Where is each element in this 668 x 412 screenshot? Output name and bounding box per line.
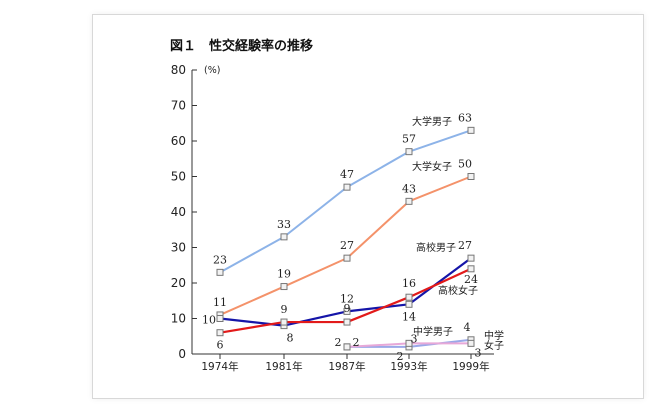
x-tick-label: 1993年 <box>390 360 427 373</box>
data-value-label: 33 <box>277 218 291 231</box>
data-point-marker <box>216 315 224 322</box>
data-value-label: 47 <box>340 168 354 181</box>
y-tick-label: 70 <box>171 99 186 113</box>
data-value-label: 23 <box>213 253 227 266</box>
data-point-marker <box>343 254 351 262</box>
y-tick-label: 0 <box>178 347 186 361</box>
data-value-label: 2 <box>353 336 360 349</box>
data-point-marker <box>405 339 413 347</box>
x-tick-label: 1981年 <box>265 360 302 373</box>
data-value-label: 2 <box>335 336 342 349</box>
y-tick-label: 10 <box>171 312 186 326</box>
data-value-label: 43 <box>402 182 416 195</box>
data-value-label: 12 <box>340 292 354 305</box>
data-value-label: 27 <box>458 239 472 252</box>
data-value-label: 10 <box>202 314 216 327</box>
chart-card <box>92 14 644 399</box>
data-value-label: 11 <box>213 296 227 309</box>
y-tick-label: 30 <box>171 241 186 255</box>
data-point-marker <box>216 268 224 276</box>
data-point-marker <box>280 318 288 326</box>
x-tick-label: 1974年 <box>201 360 238 373</box>
data-value-label: 57 <box>402 133 416 146</box>
data-point-marker <box>343 307 351 315</box>
data-value-label: 16 <box>402 277 416 290</box>
data-value-label: 6 <box>217 339 224 352</box>
data-point-marker <box>280 283 288 291</box>
y-tick-label: 80 <box>171 63 186 77</box>
y-tick-label: 60 <box>171 134 186 148</box>
data-value-label: 2 <box>397 350 404 363</box>
data-value-label: 27 <box>340 239 354 252</box>
y-tick-label: 40 <box>171 205 186 219</box>
data-point-marker <box>343 318 351 326</box>
series-markers <box>216 126 475 351</box>
data-point-marker <box>405 197 413 205</box>
data-point-marker <box>467 254 475 262</box>
data-value-label: 14 <box>402 310 416 323</box>
series-name-label: 中学男子 <box>413 325 453 338</box>
series-name-label: 女子 <box>484 339 504 352</box>
x-tick-label: 1999年 <box>452 360 489 373</box>
chart-title: 図１ 性交経験率の推移 <box>170 38 313 54</box>
data-value-label: 50 <box>458 158 472 171</box>
data-value-label: 19 <box>277 268 291 281</box>
data-point-marker <box>343 343 351 351</box>
data-value-label: 3 <box>411 332 418 345</box>
x-tick-label: 1987年 <box>328 360 365 373</box>
data-value-label: 9 <box>344 302 351 315</box>
data-point-marker <box>467 339 475 347</box>
data-value-label: 3 <box>475 346 482 359</box>
y-tick-label: 50 <box>171 170 186 184</box>
data-value-label: 9 <box>281 303 288 316</box>
data-point-marker <box>216 329 224 337</box>
series-name-label: 大学男子 <box>412 115 452 128</box>
data-point-marker <box>405 300 413 308</box>
data-value-label: 8 <box>287 332 294 345</box>
series-name-label: 中学 <box>484 329 504 342</box>
data-point-marker <box>343 183 351 191</box>
series-name-label: 高校女子 <box>438 284 478 297</box>
series-name-label: 大学女子 <box>412 160 452 173</box>
y-tick-label: 20 <box>171 276 186 290</box>
data-point-marker <box>405 148 413 156</box>
data-value-label: 63 <box>458 111 472 124</box>
data-point-marker <box>467 173 475 180</box>
data-point-marker <box>467 126 475 134</box>
data-point-marker <box>280 233 288 241</box>
y-unit-label: (%) <box>204 65 220 76</box>
data-point-marker <box>467 265 475 273</box>
data-value-label: 24 <box>464 273 478 286</box>
data-point-marker <box>405 293 413 301</box>
series-name-label: 高校男子 <box>416 241 456 254</box>
data-value-label: 4 <box>464 321 471 334</box>
